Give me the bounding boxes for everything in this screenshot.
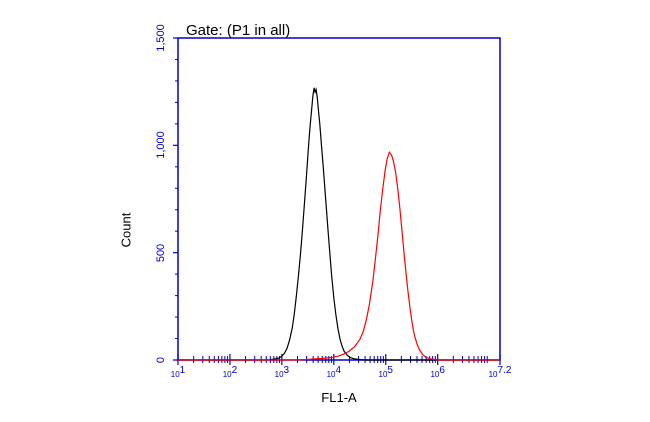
x-tick-base: 10 — [430, 370, 440, 379]
x-tick-exponent: 6 — [439, 365, 445, 376]
x-tick-base: 10 — [274, 370, 284, 379]
x-tick-exponent: 1 — [179, 365, 186, 376]
y-tick-label: 0 — [155, 356, 167, 364]
x-tick-base: 10 — [170, 370, 180, 379]
x-tick-base: 10 — [326, 370, 336, 379]
x-tick-base: 10 — [488, 370, 498, 379]
x-tick-label: 103 — [275, 364, 289, 382]
x-tick-label: 104 — [327, 364, 341, 382]
x-tick-base: 10 — [378, 370, 388, 379]
y-tick-label: 1,000 — [155, 131, 167, 160]
x-tick-exponent: 4 — [335, 365, 342, 376]
x-tick-label: 102 — [223, 364, 237, 382]
x-tick-base: 10 — [222, 370, 232, 379]
x-tick-label: 101 — [171, 364, 185, 382]
x-tick-exponent: 5 — [387, 365, 393, 376]
x-tick-exponent: 2 — [231, 365, 238, 376]
series-sample-population-red — [178, 150, 500, 361]
y-tick-label: 500 — [155, 243, 167, 262]
y-tick-label: 1,500 — [155, 24, 167, 52]
x-tick-label: 106 — [430, 364, 444, 382]
series-control-population-black — [178, 87, 500, 361]
y-axis-label: Count — [118, 212, 134, 248]
x-tick-label: 105 — [379, 364, 393, 382]
gate-title: Gate: (P1 in all) — [186, 22, 291, 39]
x-tick-exponent: 7.2 — [497, 365, 512, 376]
x-tick-exponent: 3 — [283, 365, 290, 376]
x-axis-label: FL1-A — [321, 390, 357, 405]
x-tick-label: 107.2 — [489, 364, 512, 382]
